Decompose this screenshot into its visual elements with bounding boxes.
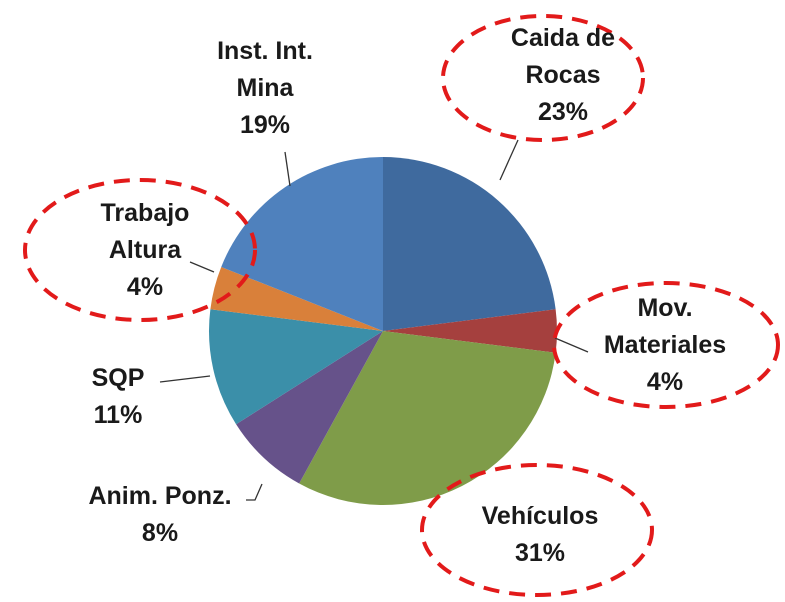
pie-slice bbox=[209, 309, 383, 425]
value-label: 8% bbox=[141, 519, 179, 547]
value-label: 31% bbox=[514, 539, 566, 567]
highlight-ellipse bbox=[552, 281, 780, 409]
leader-line bbox=[284, 151, 291, 187]
leader-lines bbox=[159, 139, 589, 501]
slice-label: Anim. Ponz. 8% bbox=[50, 478, 270, 552]
pie-slice bbox=[383, 157, 556, 331]
value-label: 23% bbox=[537, 98, 589, 126]
value-label: 4% bbox=[646, 368, 684, 396]
slice-label: Trabajo Altura 4% bbox=[80, 195, 210, 306]
category-label: Caida de Rocas bbox=[510, 24, 616, 89]
category-label: Trabajo Altura bbox=[100, 199, 190, 264]
pie-slice bbox=[236, 331, 383, 484]
slice-label: Inst. Int. Mina 19% bbox=[200, 33, 330, 144]
highlight-ellipse bbox=[23, 178, 257, 322]
slice-label: Vehículos 31% bbox=[455, 498, 625, 572]
highlight-ellipse bbox=[441, 14, 645, 142]
pie-slice bbox=[221, 157, 383, 331]
category-label: Mov. Materiales bbox=[603, 294, 727, 359]
category-label: SQP bbox=[91, 364, 145, 392]
slice-label: Caida de Rocas 23% bbox=[488, 20, 638, 131]
leader-line bbox=[499, 139, 519, 181]
value-label: 4% bbox=[126, 273, 164, 301]
category-label: Vehículos bbox=[481, 502, 599, 530]
value-label: 19% bbox=[239, 111, 291, 139]
leader-line bbox=[554, 337, 589, 353]
highlight-ellipse bbox=[420, 463, 654, 597]
category-label: Anim. Ponz. bbox=[88, 482, 232, 510]
leader-line bbox=[246, 483, 263, 501]
pie bbox=[209, 157, 557, 505]
slice-label: Mov. Materiales 4% bbox=[580, 290, 750, 401]
category-label: Inst. Int. Mina bbox=[217, 37, 313, 102]
value-label: 11% bbox=[93, 401, 143, 429]
pie-slice bbox=[383, 309, 557, 353]
leader-line bbox=[189, 261, 215, 273]
pie-slice bbox=[299, 331, 556, 505]
slice-label: SQP 11% bbox=[78, 360, 158, 434]
pie-slice bbox=[210, 266, 383, 331]
highlights bbox=[23, 14, 780, 597]
leader-line bbox=[159, 375, 211, 383]
